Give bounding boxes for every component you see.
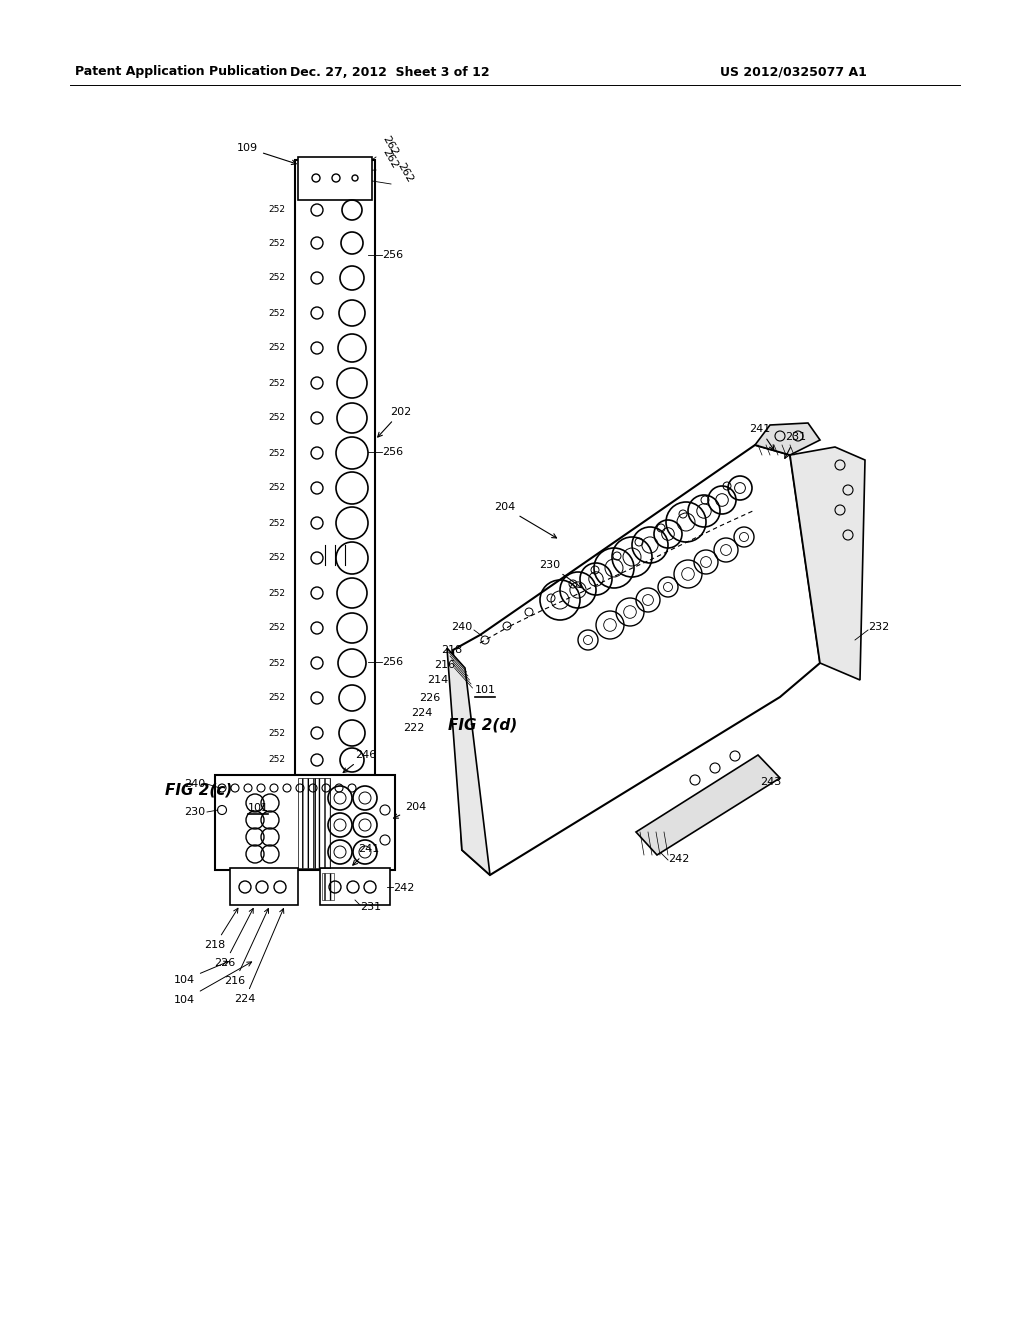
Text: 262: 262 xyxy=(380,147,399,170)
Text: 262: 262 xyxy=(380,133,399,157)
Text: 252: 252 xyxy=(268,273,285,282)
Text: 226: 226 xyxy=(214,908,253,968)
Text: 230: 230 xyxy=(184,807,205,817)
Text: 252: 252 xyxy=(268,343,285,352)
Text: 216: 216 xyxy=(224,908,268,986)
Text: 231: 231 xyxy=(784,432,806,458)
Text: 224: 224 xyxy=(234,908,284,1005)
Text: 232: 232 xyxy=(868,622,889,632)
Text: 218: 218 xyxy=(205,908,238,950)
Text: 256: 256 xyxy=(382,657,403,667)
Text: 256: 256 xyxy=(382,447,403,457)
Text: 216: 216 xyxy=(434,660,455,671)
Text: 241: 241 xyxy=(353,843,379,865)
Text: 222: 222 xyxy=(402,723,424,733)
Text: 204: 204 xyxy=(494,502,556,539)
Text: 252: 252 xyxy=(268,659,285,668)
Text: 252: 252 xyxy=(268,413,285,422)
Bar xyxy=(298,777,315,869)
Text: 226: 226 xyxy=(419,693,440,704)
Text: 252: 252 xyxy=(268,449,285,458)
Text: 252: 252 xyxy=(268,589,285,598)
Text: FIG 2(d): FIG 2(d) xyxy=(449,718,517,733)
Text: 243: 243 xyxy=(760,777,781,787)
Text: 101: 101 xyxy=(475,685,496,696)
Text: 240: 240 xyxy=(183,779,205,789)
Bar xyxy=(295,160,375,775)
Text: US 2012/0325077 A1: US 2012/0325077 A1 xyxy=(720,66,867,78)
Text: 252: 252 xyxy=(268,206,285,214)
Text: FIG 2(c): FIG 2(c) xyxy=(165,783,232,797)
Text: 101: 101 xyxy=(248,803,269,813)
Text: 241: 241 xyxy=(750,424,774,450)
Text: 256: 256 xyxy=(382,249,403,260)
Text: 104: 104 xyxy=(174,962,252,1005)
Text: 104: 104 xyxy=(174,961,228,985)
Text: 252: 252 xyxy=(268,309,285,318)
Text: 224: 224 xyxy=(411,708,432,718)
Text: Dec. 27, 2012  Sheet 3 of 12: Dec. 27, 2012 Sheet 3 of 12 xyxy=(290,66,489,78)
Bar xyxy=(215,775,395,870)
Text: 252: 252 xyxy=(268,239,285,248)
Polygon shape xyxy=(453,445,820,875)
Text: 252: 252 xyxy=(268,379,285,388)
Text: 252: 252 xyxy=(268,553,285,562)
Polygon shape xyxy=(447,648,490,875)
Text: 202: 202 xyxy=(378,407,412,437)
Text: 109: 109 xyxy=(237,143,296,165)
Bar xyxy=(230,869,298,906)
Text: 231: 231 xyxy=(360,902,381,912)
Bar xyxy=(319,869,390,906)
Text: 252: 252 xyxy=(268,483,285,492)
Polygon shape xyxy=(790,447,865,680)
Text: 214: 214 xyxy=(427,675,449,685)
Text: 246: 246 xyxy=(343,750,376,772)
Text: 242: 242 xyxy=(668,854,689,865)
Text: 204: 204 xyxy=(393,803,426,818)
Bar xyxy=(322,873,334,900)
Polygon shape xyxy=(755,422,820,455)
Polygon shape xyxy=(636,755,780,855)
Text: 262: 262 xyxy=(395,161,415,183)
Text: 252: 252 xyxy=(268,693,285,702)
Text: 218: 218 xyxy=(440,645,462,655)
Text: 252: 252 xyxy=(268,519,285,528)
Text: 240: 240 xyxy=(451,622,472,632)
Text: Patent Application Publication: Patent Application Publication xyxy=(75,66,288,78)
Text: 252: 252 xyxy=(268,623,285,632)
Text: 252: 252 xyxy=(268,729,285,738)
Bar xyxy=(298,157,372,201)
Text: 242: 242 xyxy=(393,883,415,894)
Text: 252: 252 xyxy=(268,755,285,764)
Text: 230: 230 xyxy=(539,560,582,587)
Bar xyxy=(315,777,330,869)
